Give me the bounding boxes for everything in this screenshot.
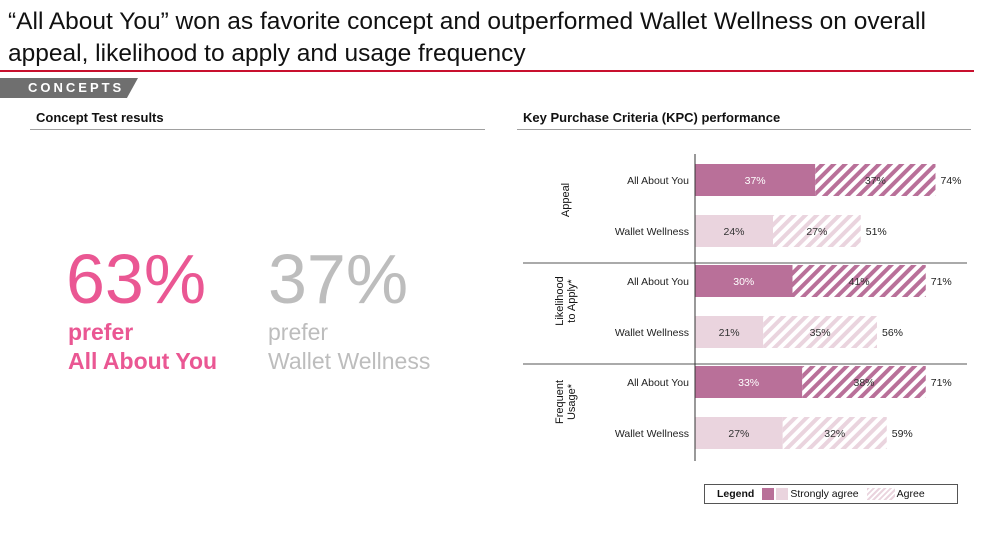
- kpc-chart: Appeal All About You 37% 37% 74% Wallet Welln…: [523, 154, 967, 461]
- legend-swatch-strong-dark: [762, 488, 775, 500]
- label-agree: 37%: [865, 175, 886, 187]
- bar-agree: [773, 215, 861, 247]
- legend-title: Legend: [717, 488, 755, 500]
- label-strongly-agree: 30%: [733, 276, 754, 288]
- label-strongly-agree: 33%: [738, 377, 759, 389]
- label-agree: 41%: [849, 276, 870, 288]
- label-agree: 27%: [806, 226, 827, 238]
- bar-agree: [815, 164, 936, 196]
- kpc-title: Key Purchase Criteria (KPC) performance: [517, 110, 971, 130]
- label-agree: 32%: [824, 428, 845, 440]
- label-strongly-agree: 24%: [723, 226, 744, 238]
- chart-legend: Legend Strongly agree Agree: [704, 484, 958, 504]
- bar-strongly-agree: [695, 164, 816, 196]
- label-strongly-agree: 37%: [745, 175, 766, 187]
- winner-caption: prefer All About You: [68, 318, 217, 376]
- page-headline: “All About You” won as favorite concept …: [8, 8, 926, 67]
- row-label: All About You: [627, 377, 689, 389]
- winner-caption-line1: prefer: [68, 319, 134, 345]
- label-total: 51%: [866, 226, 887, 238]
- concept-test-title: Concept Test results: [30, 110, 485, 130]
- label-total: 71%: [931, 377, 952, 389]
- group-label: Likelihoodto Apply*: [554, 276, 578, 326]
- group-label: FrequentUsage*: [554, 380, 578, 424]
- label-total: 71%: [931, 276, 952, 288]
- label-total: 59%: [892, 428, 913, 440]
- legend-swatch-strong-light: [776, 488, 789, 500]
- row-label: Wallet Wellness: [615, 327, 689, 339]
- row-label: All About You: [627, 276, 689, 288]
- label-total: 74%: [941, 175, 962, 187]
- label-agree: 35%: [810, 327, 831, 339]
- runner-percentage: 37%: [268, 240, 409, 318]
- row-label: Wallet Wellness: [615, 428, 689, 440]
- label-agree: 38%: [853, 377, 874, 389]
- legend-label-strongly-agree: Strongly agree: [790, 488, 859, 500]
- legend-swatch-agree: [866, 488, 895, 500]
- group-label: Appeal: [560, 183, 572, 217]
- row-label: All About You: [627, 175, 689, 187]
- label-strongly-agree: 27%: [728, 428, 749, 440]
- bar-agree: [802, 366, 926, 398]
- runner-caption-line2: Wallet Wellness: [268, 348, 431, 374]
- legend-label-agree: Agree: [896, 488, 925, 500]
- runner-caption: prefer Wallet Wellness: [268, 318, 430, 376]
- winner-percentage: 63%: [66, 240, 207, 318]
- bar-strongly-agree: [695, 316, 764, 348]
- bar-strongly-agree: [695, 265, 793, 297]
- bar-strongly-agree: [695, 366, 803, 398]
- row-label: Wallet Wellness: [615, 226, 689, 238]
- bar-agree: [782, 417, 887, 449]
- bar-agree: [763, 316, 877, 348]
- label-total: 56%: [882, 327, 903, 339]
- label-strongly-agree: 21%: [719, 327, 740, 339]
- bar-agree: [792, 265, 926, 297]
- bar-strongly-agree: [695, 215, 773, 247]
- title-divider: [0, 70, 974, 72]
- runner-caption-line1: prefer: [268, 319, 329, 345]
- winner-caption-line2: All About You: [68, 348, 218, 374]
- section-tag: CONCEPTS: [0, 78, 138, 98]
- bar-strongly-agree: [695, 417, 783, 449]
